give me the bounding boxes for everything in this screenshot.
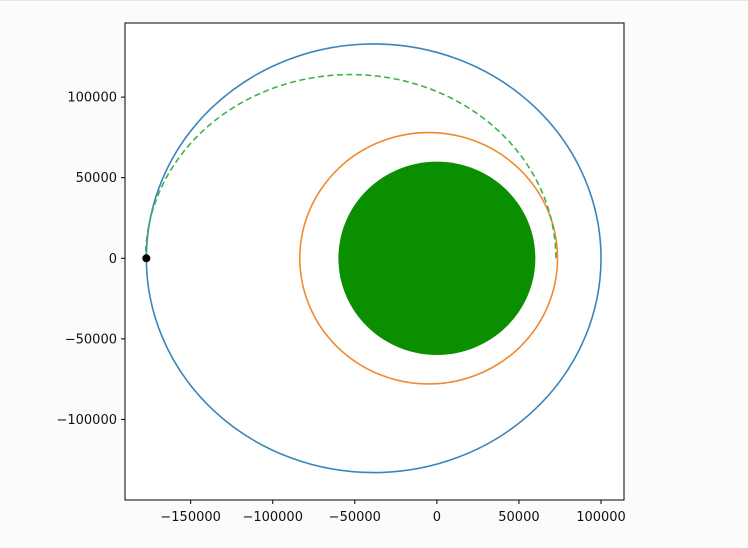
y-tick-label: 0 xyxy=(109,252,117,267)
transfer-arc xyxy=(144,73,557,259)
y-tick-label: 100000 xyxy=(67,91,117,106)
y-tick-label: −100000 xyxy=(56,413,117,428)
plot-frame xyxy=(124,22,625,501)
y-tick-label: −50000 xyxy=(65,332,117,347)
x-tick-label: −50000 xyxy=(329,510,381,525)
x-tick-label: 100000 xyxy=(576,510,626,525)
planet-disk xyxy=(338,161,536,355)
x-tick-label: −100000 xyxy=(242,510,303,525)
x-tick-label: −150000 xyxy=(160,510,221,525)
spacecraft-marker xyxy=(142,254,151,263)
top-divider xyxy=(0,0,748,1)
inner-orbit xyxy=(299,131,559,385)
y-tick-label: 50000 xyxy=(76,171,117,186)
plot-marks xyxy=(142,43,602,474)
x-tick-label: 0 xyxy=(433,510,441,525)
x-tick-label: 50000 xyxy=(498,510,539,525)
